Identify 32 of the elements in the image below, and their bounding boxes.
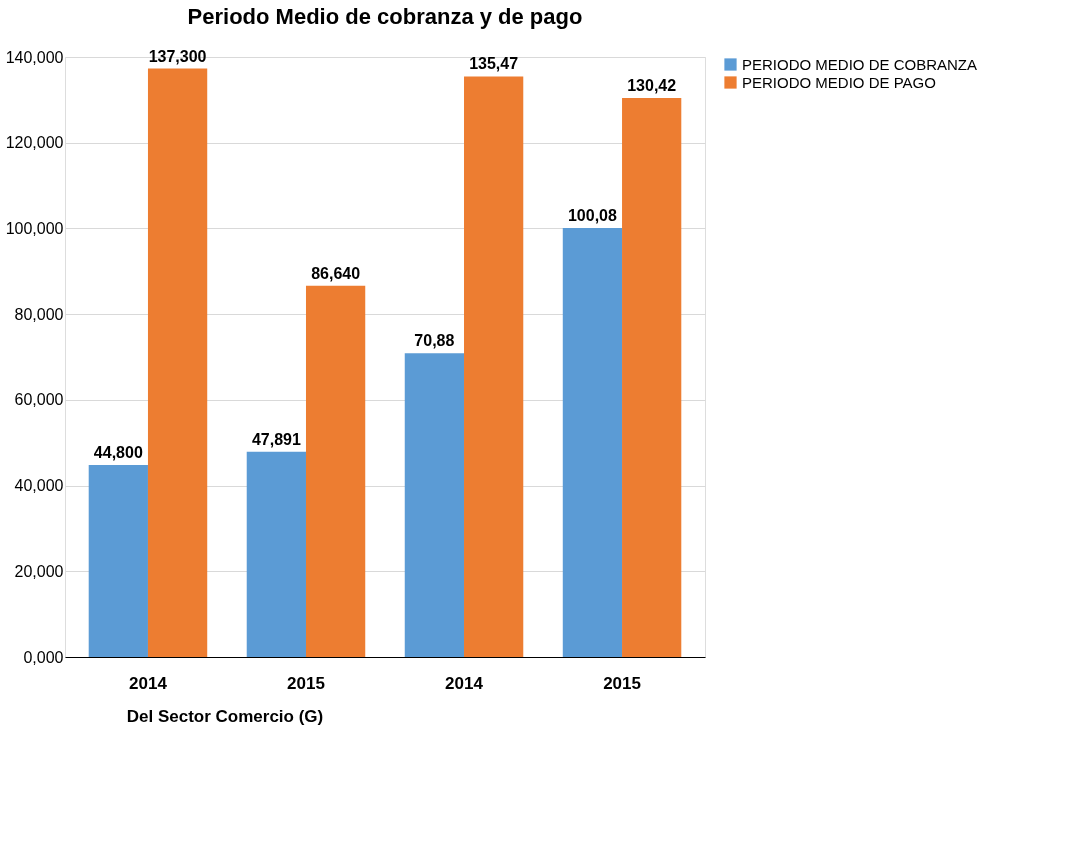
data-label: 70,88: [414, 332, 455, 350]
y-tick-label: 140,000: [5, 48, 64, 66]
y-tick-label: 0,000: [23, 648, 64, 666]
x-tick-label: 2015: [603, 673, 641, 693]
y-tick-label: 60,000: [14, 391, 64, 409]
bar: [562, 228, 623, 657]
x-tick-label: 2014: [129, 673, 168, 693]
bar: [464, 76, 524, 657]
data-label: 135,47: [469, 55, 519, 73]
y-tick-label: 120,000: [5, 134, 64, 152]
data-label: 44,800: [93, 444, 143, 461]
data-label: 86,640: [311, 264, 361, 282]
legend-label: PERIODO MEDIO DE COBRANZA: [742, 55, 978, 73]
bar: [246, 451, 306, 657]
legend-label: PERIODO MEDIO DE PAGO: [742, 73, 936, 91]
x-tick-label: 2015: [287, 673, 325, 693]
y-tick-label: 40,000: [14, 477, 64, 495]
x-tick-label: 2014: [445, 673, 484, 693]
y-tick-label: 100,000: [5, 219, 64, 237]
data-label: 130,42: [627, 77, 677, 95]
data-label: 47,891: [251, 430, 301, 448]
bar: [622, 98, 682, 657]
data-label: 100,08: [567, 207, 617, 225]
bar: [88, 465, 148, 657]
y-tick-label: 20,000: [14, 562, 64, 580]
text: Del Sector Comercio (G): [126, 707, 324, 726]
bar: [305, 285, 366, 657]
y-tick-label: 80,000: [14, 305, 64, 323]
data-label: 137,300: [148, 47, 207, 65]
chart-title: Periodo Medio de cobranza y de pago: [187, 3, 583, 29]
bar: [147, 68, 208, 657]
bar: [404, 353, 465, 657]
